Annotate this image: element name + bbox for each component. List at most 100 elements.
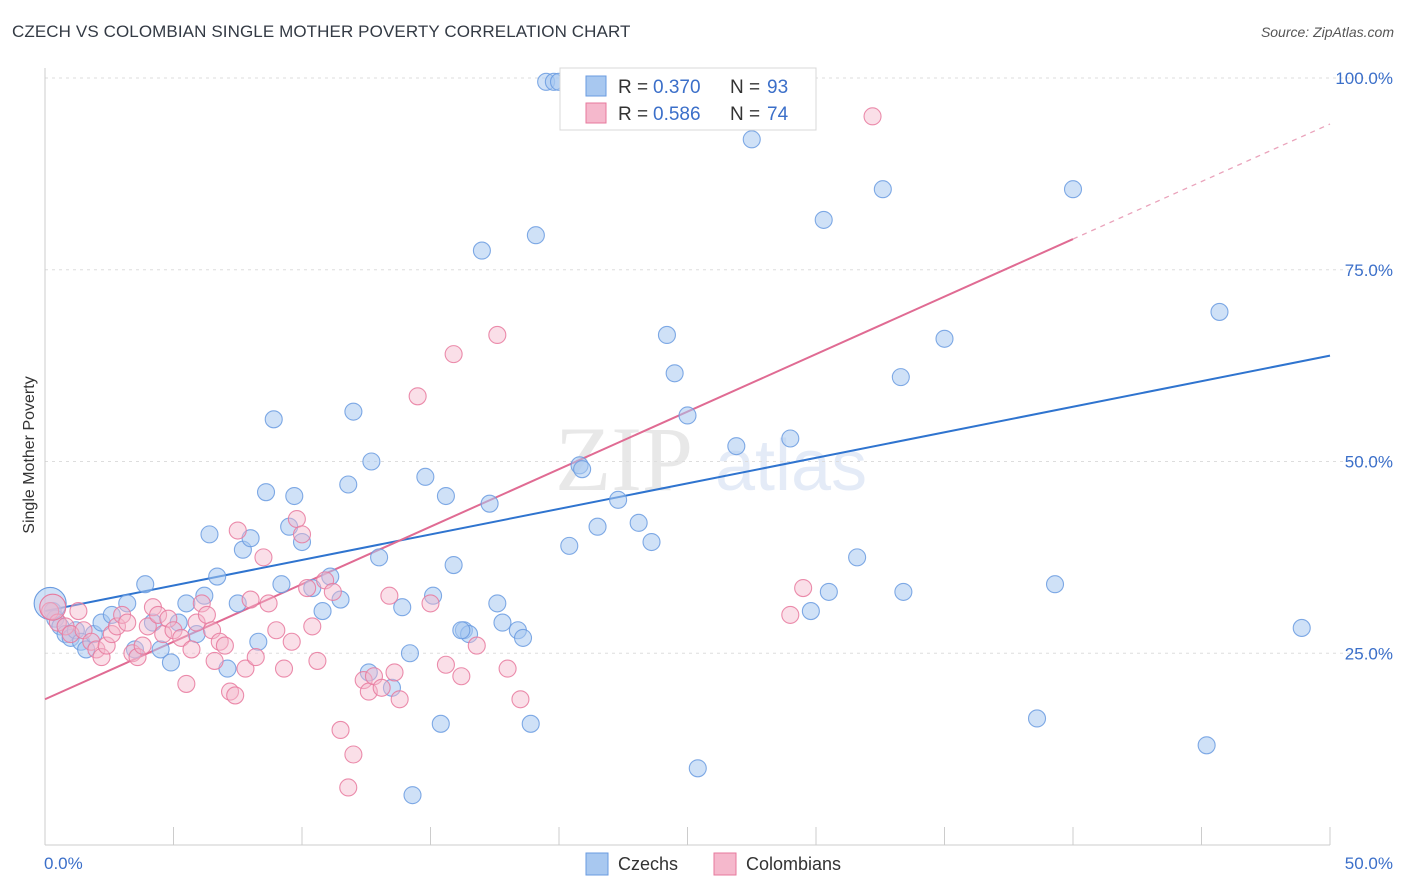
colombians-point-22 — [164, 621, 183, 640]
series-legend: Czechs Colombians — [585, 852, 841, 876]
czechs-point-82 — [819, 582, 838, 601]
czechs-point-85 — [891, 368, 910, 387]
czechs-point-80 — [801, 602, 820, 621]
colombians-point-19 — [149, 605, 168, 624]
czechs-point-69 — [588, 517, 607, 536]
czechs-point-22 — [208, 567, 227, 586]
x-tick-label-max: 50.0% — [1345, 854, 1393, 873]
czechs-point-79 — [781, 429, 800, 448]
colombians-point-16 — [133, 636, 152, 655]
y-tick-label-50: 50.0% — [1345, 453, 1393, 472]
czechs-point-41 — [362, 452, 381, 471]
czechs-point-91 — [1197, 736, 1216, 755]
colombians-point-64 — [444, 345, 463, 364]
colombians-point-15 — [128, 648, 147, 667]
colombians-point-43 — [282, 632, 301, 651]
colombians-point-4 — [69, 602, 88, 621]
colombians-point-73 — [781, 605, 800, 624]
czechs-point-32 — [285, 486, 304, 506]
colombians-point-44 — [287, 509, 306, 529]
czechs-point-35 — [313, 602, 332, 621]
colombians-point-69 — [511, 690, 530, 709]
colombians-point-23 — [172, 628, 191, 647]
colombians-point-35 — [228, 521, 247, 540]
colombians-point-52 — [339, 778, 358, 797]
czechs-point-66 — [560, 536, 579, 555]
czechs-point-45 — [400, 644, 419, 663]
czechs-point-72 — [642, 532, 661, 552]
legend-r-label-colombians: R = — [618, 104, 648, 125]
colombians-point-66 — [467, 636, 486, 655]
czechs-point-28 — [256, 483, 276, 502]
czechs-point-30 — [272, 575, 291, 594]
chart-title: CZECH VS COLOMBIAN SINGLE MOTHER POVERTY… — [12, 22, 631, 41]
colombians-point-39 — [254, 548, 273, 567]
czechs-point-93 — [1292, 618, 1311, 637]
czechs-point-27 — [249, 632, 268, 651]
colombians-point-68 — [498, 659, 517, 678]
gridlines — [45, 77, 1390, 654]
colombians-point-30 — [205, 651, 224, 670]
colombians-point-71 — [794, 579, 813, 598]
stats-legend: R = 0.370 N = 93 R = 0.586 N = 74 — [559, 67, 817, 131]
czechs-point-49 — [431, 714, 450, 733]
colombians-point-46 — [298, 579, 317, 598]
czechs-point-29 — [264, 410, 283, 429]
colombians-point-38 — [246, 648, 265, 667]
czechs-point-76 — [688, 759, 707, 778]
czechs-point-71 — [629, 513, 648, 532]
czechs-point-50 — [436, 486, 455, 506]
legend-n-label-colombians: N = — [730, 104, 760, 125]
czechs-point-81 — [814, 210, 833, 229]
y-tick-labels: 25.0% 50.0% 75.0% 100.0% — [1335, 69, 1393, 663]
watermark: ZIP atlas — [555, 408, 867, 510]
czechs-point-84 — [873, 180, 892, 199]
colombians-point-62 — [421, 594, 440, 613]
bottom-legend-swatch-czechs — [585, 852, 609, 876]
colombians-point-17 — [138, 617, 157, 636]
colombians-point-27 — [192, 594, 211, 613]
y-tick-label-75: 75.0% — [1345, 261, 1393, 280]
czechs-point-47 — [416, 467, 435, 486]
czechs-point-51 — [444, 555, 463, 575]
colombians-point-21 — [159, 609, 178, 628]
czechs-point-16 — [161, 653, 180, 672]
colombians-trend-extension — [1072, 123, 1331, 240]
legend-n-value-czechs: 93 — [767, 77, 788, 98]
legend-swatch-czechs — [585, 75, 607, 97]
czechs-trend-line — [44, 354, 1331, 613]
czechs-point-33 — [292, 532, 312, 552]
colombians-point-28 — [197, 605, 216, 624]
colombians-point-50 — [323, 582, 342, 601]
czechs-point-60 — [513, 628, 533, 647]
legend-r-label-czechs: R = — [618, 77, 648, 98]
colombians-point-58 — [380, 586, 399, 605]
czechs-point-87 — [935, 329, 954, 348]
czechs-point-58 — [493, 613, 512, 632]
czechs-point-92 — [1210, 302, 1229, 321]
colombians-point-47 — [303, 617, 322, 636]
czechs-point-78 — [742, 130, 761, 149]
czechs-point-54 — [452, 621, 471, 640]
czechs-point-39 — [344, 402, 363, 421]
colombians-point-51 — [331, 720, 350, 740]
legend-swatch-colombians — [585, 102, 607, 124]
colombians-point-72 — [863, 107, 882, 126]
legend-n-label-czechs: N = — [730, 77, 760, 98]
czechs-point-21 — [200, 525, 219, 544]
colombians-point-34 — [226, 686, 245, 705]
axes — [44, 68, 1331, 846]
czechs-points — [33, 72, 1311, 805]
czechs-point-18 — [177, 594, 196, 613]
czechs-point-90 — [1063, 180, 1083, 199]
colombians-point-48 — [308, 651, 327, 670]
colombians-point-54 — [354, 671, 373, 690]
colombians-point-63 — [436, 655, 455, 674]
czechs-point-13 — [136, 575, 155, 594]
bottom-legend-label-colombians: Colombians — [746, 854, 841, 874]
czechs-point-44 — [393, 598, 412, 617]
czechs-point-46 — [403, 786, 422, 805]
colombians-point-59 — [385, 663, 404, 682]
source-label: Source: ZipAtlas.com — [1260, 24, 1394, 40]
colombians-point-13 — [118, 613, 137, 632]
